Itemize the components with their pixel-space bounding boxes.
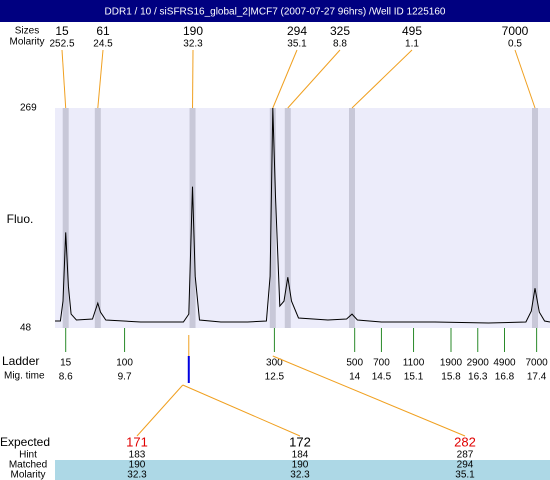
peak-molarity: 8.8 (333, 39, 347, 50)
expected-value: 171 (126, 434, 148, 449)
peak-band (94, 108, 101, 328)
expected-value: 282 (454, 434, 476, 449)
ladder-time: 9.7 (118, 372, 132, 383)
molarity-row-label: Molarity (10, 470, 45, 480)
molarity-value: 32.3 (290, 470, 310, 480)
matched-value: 294 (457, 460, 474, 471)
ladder-size: 500 (346, 358, 363, 369)
matched-label: Matched (9, 460, 47, 471)
ladder-size: 300 (266, 358, 283, 369)
peak-molarity: 24.5 (93, 39, 113, 50)
peak-molarity: 0.5 (508, 39, 522, 50)
peak-connector (272, 49, 298, 109)
sizes-label: Sizes (15, 26, 39, 37)
peak-connector (97, 49, 104, 109)
peak-band (284, 108, 291, 328)
peak-size: 325 (330, 24, 350, 38)
hint-value: 287 (457, 450, 474, 461)
peak-band (62, 108, 69, 328)
matched-value: 190 (292, 460, 309, 471)
hint-value: 183 (129, 450, 146, 461)
ladder-time: 16.3 (468, 372, 488, 383)
ladder-size: 7000 (525, 358, 548, 369)
peak-size: 495 (402, 24, 422, 38)
trace (55, 107, 550, 324)
peak-band (349, 108, 355, 328)
peak-connector (351, 49, 413, 109)
mig-time-label: Mig. time (4, 371, 45, 382)
hint-label: Hint (19, 450, 37, 461)
peak-connector (514, 49, 536, 109)
ladder-time: 15.1 (404, 372, 424, 383)
ladder-size: 2900 (467, 358, 490, 369)
molarity-value: 32.3 (127, 470, 147, 480)
matched-band (55, 460, 550, 480)
peak-band (532, 108, 539, 328)
expected-value: 172 (289, 434, 311, 449)
peak-molarity: 252.5 (49, 39, 74, 50)
expected-connector (136, 384, 184, 437)
ladder-time: 14.5 (372, 372, 392, 383)
peak-size: 7000 (502, 24, 529, 38)
molarity-label: Molarity (9, 37, 44, 48)
peak-band (269, 108, 276, 328)
ladder-size: 1900 (440, 358, 463, 369)
plot-area (55, 108, 550, 328)
hint-value: 184 (292, 450, 309, 461)
matched-value: 190 (129, 460, 146, 471)
y-tick-label: 48 (20, 323, 32, 334)
expected-connector (182, 384, 301, 437)
ladder-size: 15 (60, 358, 72, 369)
ladder-time: 8.6 (59, 372, 73, 383)
ladder-time: 12.5 (265, 372, 285, 383)
ladder-label: Ladder (2, 354, 39, 368)
ladder-size: 100 (116, 358, 133, 369)
peak-connector (287, 49, 341, 109)
peak-molarity: 35.1 (287, 39, 307, 50)
peak-size: 294 (287, 24, 307, 38)
title-bar (0, 0, 550, 22)
ladder-size: 700 (373, 358, 390, 369)
ladder-time: 14 (349, 372, 361, 383)
peak-connector (61, 49, 67, 109)
ladder-time: 16.8 (495, 372, 515, 383)
title: DDR1 / 10 / siSFRS16_global_2|MCF7 (2007… (105, 7, 446, 18)
peak-molarity: 32.3 (183, 39, 203, 50)
y-axis-label: Fluo. (7, 212, 34, 226)
peak-size: 61 (96, 24, 110, 38)
peak-size: 15 (55, 24, 69, 38)
peak-size: 190 (183, 24, 203, 38)
ladder-size: 4900 (493, 358, 516, 369)
y-tick-label: 269 (20, 103, 37, 114)
ladder-time: 15.8 (441, 372, 461, 383)
expected-connector (272, 355, 466, 437)
peak-band (189, 108, 196, 328)
expected-label: Expected (0, 435, 50, 449)
peak-molarity: 1.1 (405, 39, 419, 50)
ladder-time: 17.4 (527, 372, 547, 383)
ladder-size: 1100 (403, 358, 425, 369)
molarity-value: 35.1 (455, 470, 475, 480)
